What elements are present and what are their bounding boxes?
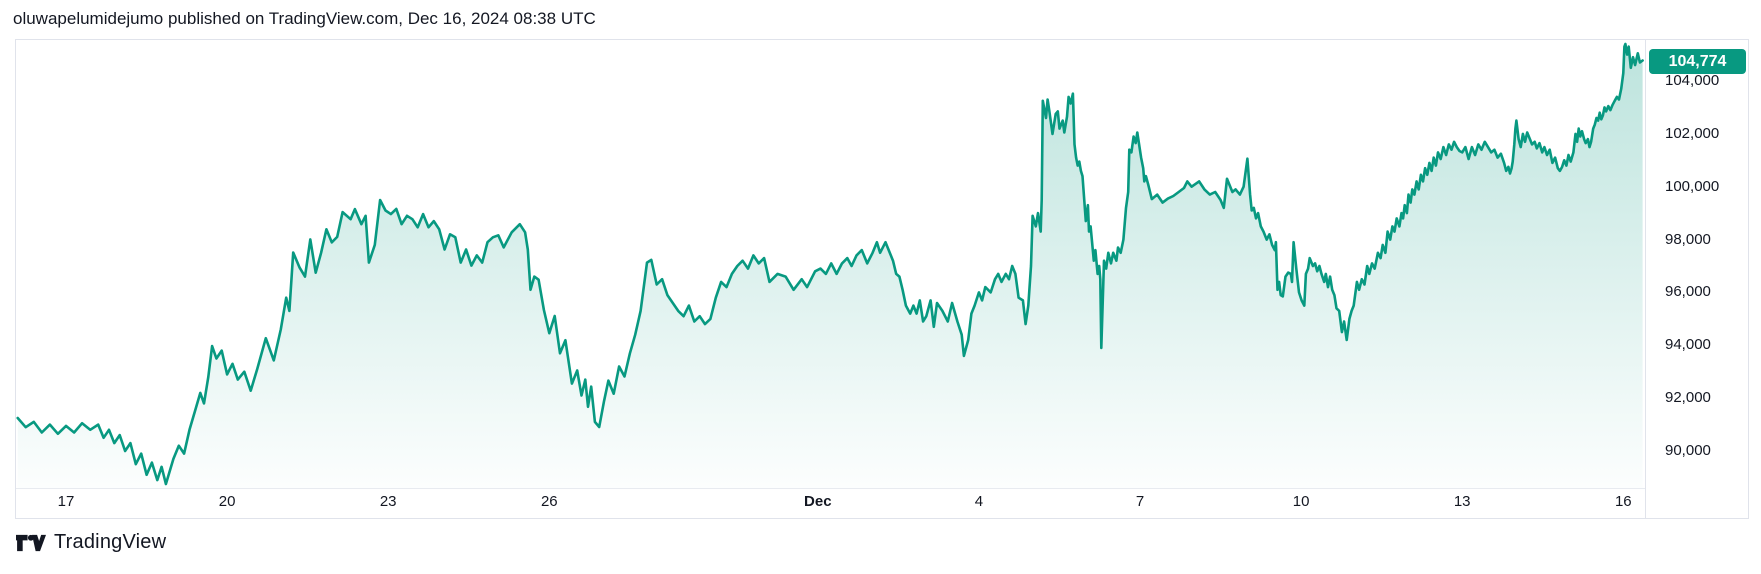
last-price-badge: 104,774 — [1649, 49, 1746, 74]
price-tick-label: 104,000 — [1665, 72, 1720, 89]
price-tick-label: 90,000 — [1665, 441, 1711, 459]
price-tick-label: 92,000 — [1665, 389, 1711, 407]
time-axis-line — [16, 488, 1645, 489]
price-tick-label: 102,000 — [1665, 124, 1720, 142]
price-tick-label: 96,000 — [1665, 283, 1711, 301]
price-line — [16, 42, 1644, 486]
price-tick-label: 100,000 — [1665, 177, 1720, 195]
time-tick-label: 10 — [1292, 493, 1310, 510]
time-tick-label: 4 — [974, 493, 984, 510]
attribution-header: oluwapelumidejumo published on TradingVi… — [13, 9, 596, 28]
tradingview-wordmark: TradingView — [54, 531, 167, 553]
time-tick-label: 17 — [57, 493, 75, 510]
tradingview-attribution: TradingView — [16, 531, 166, 554]
time-tick-label: 13 — [1453, 493, 1471, 510]
time-tick-label: 20 — [218, 493, 236, 510]
price-area-chart — [16, 42, 1644, 488]
time-tick-label: 23 — [379, 493, 397, 510]
price-axis-line — [1645, 40, 1646, 518]
tradingview-logo-icon — [16, 532, 46, 554]
time-tick-label: 16 — [1614, 493, 1632, 510]
time-tick-label: 26 — [540, 493, 558, 510]
time-tick-label: 7 — [1135, 493, 1145, 510]
chart-panel: 104,000 102,000 100,000 98,000 96,000 94,000 9… — [15, 39, 1749, 519]
price-tick-label: 94,000 — [1665, 336, 1711, 354]
price-tick-label: 98,000 — [1665, 230, 1711, 248]
time-tick-label: Dec — [804, 493, 832, 510]
